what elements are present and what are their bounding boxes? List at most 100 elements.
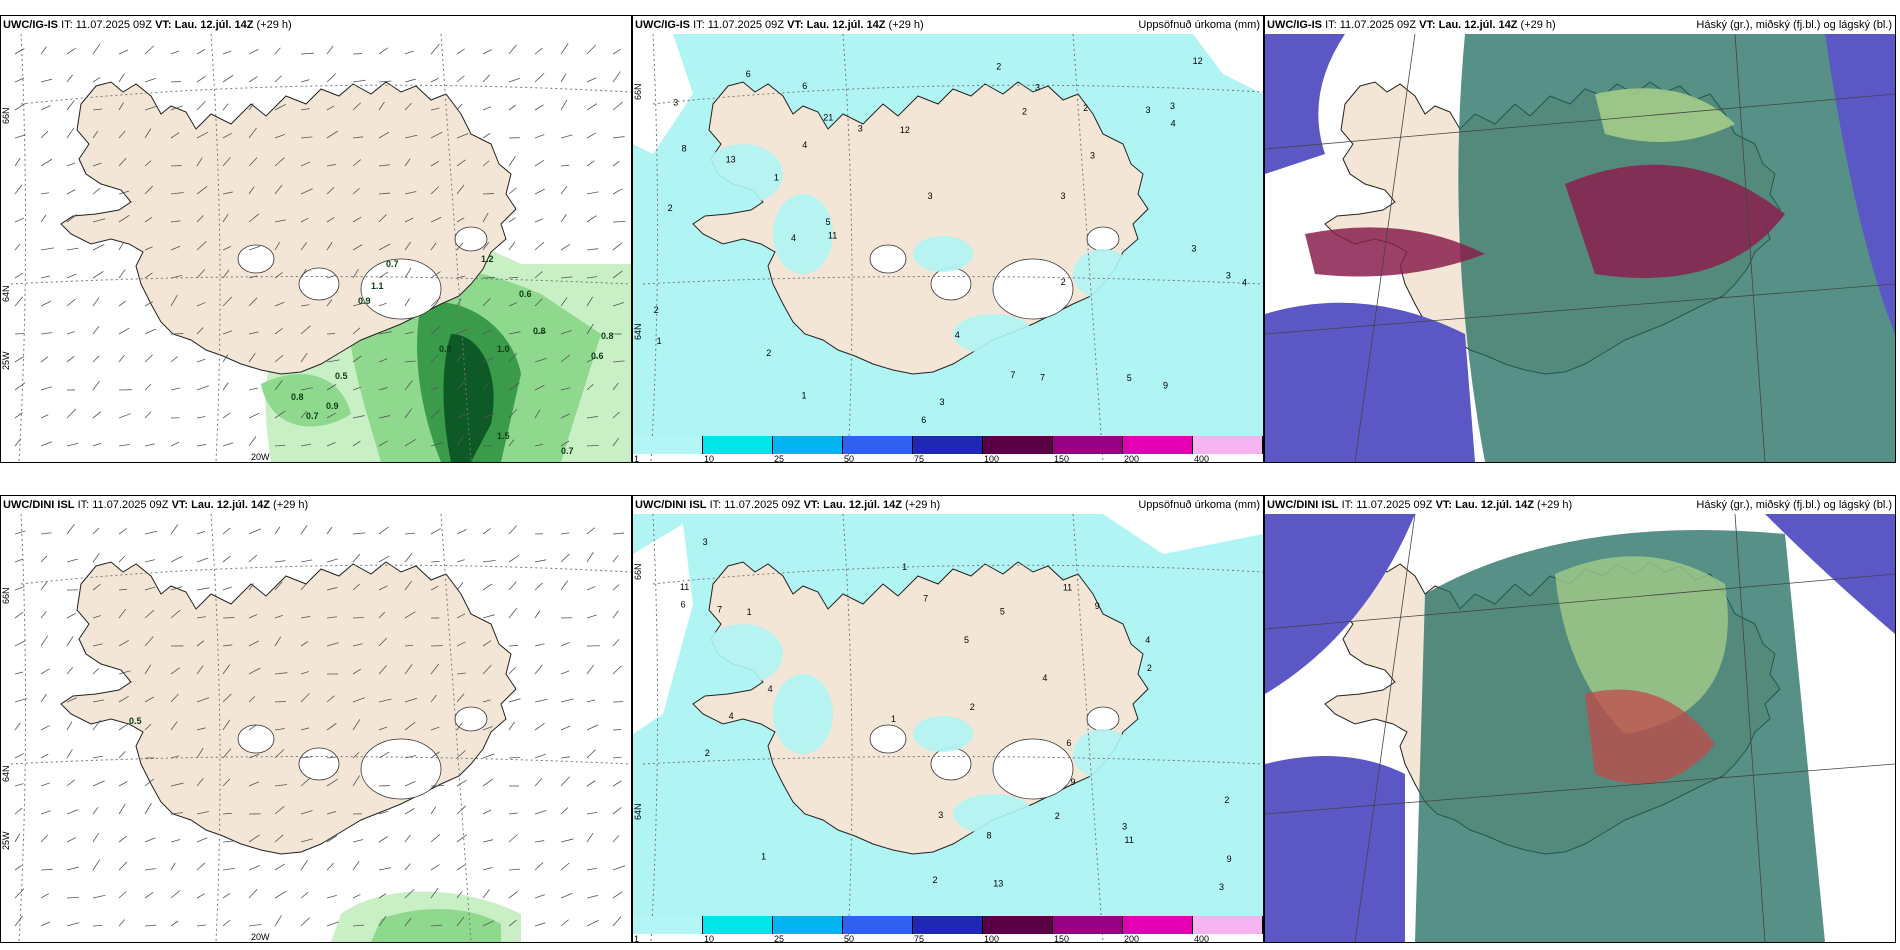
precip-value: 2 xyxy=(766,348,771,358)
wind-barb xyxy=(612,437,619,447)
wind-barb xyxy=(274,784,288,787)
low-cloud-east xyxy=(1825,34,1895,334)
wind-barb xyxy=(118,269,126,279)
colorbar-segment xyxy=(983,436,1053,454)
wind-barb xyxy=(248,186,255,195)
cloud-title: Háský (gr.), miðský (fj.bl.) og lágský (… xyxy=(1696,19,1892,31)
wind-barb xyxy=(92,553,100,563)
wind-barb xyxy=(508,666,516,675)
glacier-outline xyxy=(930,747,972,781)
wind-barb xyxy=(378,80,392,83)
wind-barb xyxy=(482,413,496,419)
panel-cloud-ig-is: UWC/IG-IS IT: 11.07.2025 09Z VT: Lau. 12… xyxy=(1264,15,1896,463)
graticule-line xyxy=(642,756,1263,765)
wind-barb xyxy=(66,697,77,703)
wind-barb xyxy=(66,613,76,619)
wind-barb xyxy=(92,162,102,167)
wind-barb xyxy=(482,242,490,251)
wind-barb xyxy=(508,834,518,843)
wind-barb xyxy=(196,327,204,335)
wind-barb xyxy=(248,583,255,591)
wind-barb xyxy=(352,617,364,619)
wind-barb xyxy=(586,44,596,55)
wind-barb xyxy=(92,755,104,759)
wind-barb xyxy=(274,863,286,871)
wind-barb xyxy=(352,159,362,167)
colorbar-segment xyxy=(843,916,913,934)
wind-barb xyxy=(92,583,101,591)
wind-barb xyxy=(560,99,568,111)
wind-value: 0.9 xyxy=(358,296,371,306)
wind-barb xyxy=(118,241,125,251)
precip-value: 1 xyxy=(761,851,766,861)
wind-barb xyxy=(430,806,437,815)
wind-barb xyxy=(586,811,598,815)
wind-barb xyxy=(144,803,152,815)
mid-cloud xyxy=(1305,227,1485,277)
wind-barb xyxy=(248,103,254,111)
wind-barb xyxy=(378,164,390,167)
mid-cloud-light xyxy=(1595,88,1735,142)
wind-barb xyxy=(222,778,231,787)
wind-barb xyxy=(144,77,156,83)
wind-barb xyxy=(508,77,521,83)
wind-barb xyxy=(508,525,517,535)
wind-barb xyxy=(14,382,26,391)
wind-barb xyxy=(456,559,465,563)
wind-barb xyxy=(508,644,519,647)
wind-barb xyxy=(92,130,99,139)
wind-barb xyxy=(144,609,155,619)
wind-barb xyxy=(534,443,544,447)
precip-blob xyxy=(773,194,833,274)
precip-value: 3 xyxy=(1061,191,1066,201)
graticule xyxy=(1265,34,1895,462)
wind-barb xyxy=(274,380,283,391)
wind-barb xyxy=(40,810,51,815)
wind-barb xyxy=(482,889,490,899)
wind-barb xyxy=(482,809,492,815)
wind-barb xyxy=(14,558,23,563)
wind-barb xyxy=(352,839,364,843)
wind-barb xyxy=(222,74,234,83)
wind-barb xyxy=(456,103,463,111)
wind-barb xyxy=(274,581,283,591)
wind-barb xyxy=(300,727,310,731)
wind-barb xyxy=(404,697,418,703)
wind-barb xyxy=(40,635,49,647)
wind-barb xyxy=(352,668,362,675)
wind-barb xyxy=(248,753,260,759)
colorbar-label: 1 xyxy=(634,934,640,943)
wind-barb xyxy=(560,776,570,787)
wind-barb xyxy=(300,352,308,363)
wind-barb xyxy=(560,670,570,675)
wind-value: 0.5 xyxy=(335,371,348,381)
wind-barb xyxy=(326,835,338,843)
wind-barb xyxy=(274,157,285,167)
precip-value: 11 xyxy=(680,582,689,592)
wind-barb xyxy=(196,531,206,535)
precip-value: 6 xyxy=(921,415,926,425)
wind-barb xyxy=(118,130,126,139)
wind-barb xyxy=(482,133,491,139)
wind-barb xyxy=(14,102,26,111)
wind-barb xyxy=(430,924,443,927)
glacier-outline xyxy=(1086,706,1120,732)
wind-barb xyxy=(40,214,47,223)
wind-barb xyxy=(352,924,365,927)
wind-barb xyxy=(222,50,232,55)
wind-barb xyxy=(456,48,465,55)
wind-barb xyxy=(430,131,443,139)
wind-barb xyxy=(222,644,233,647)
precip-value: 2 xyxy=(1083,103,1088,113)
precip-value: 21 xyxy=(823,113,833,123)
graticule-line xyxy=(842,34,853,462)
wind-barb xyxy=(352,415,365,419)
graticule-line xyxy=(18,514,27,942)
panel-header: UWC/DINI ISL IT: 11.07.2025 09Z VT: Lau.… xyxy=(1267,499,1573,511)
wind-barb xyxy=(508,276,519,279)
wind-barb xyxy=(482,726,493,731)
wind-barb xyxy=(378,526,389,535)
wind-barb xyxy=(534,582,543,591)
wind-barb xyxy=(92,719,101,731)
wind-barb xyxy=(430,726,440,731)
